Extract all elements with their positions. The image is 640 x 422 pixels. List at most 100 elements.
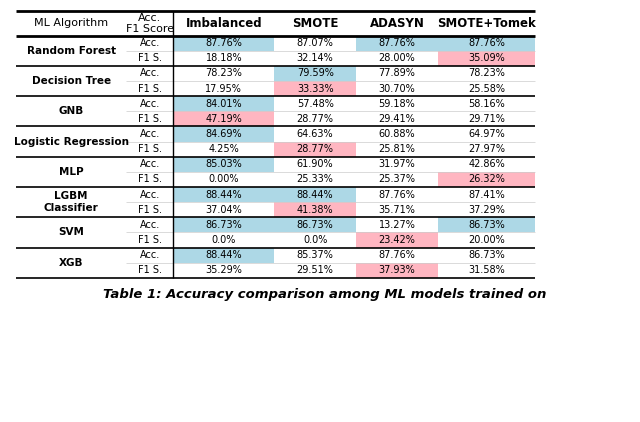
Text: Random Forest: Random Forest: [27, 46, 116, 56]
Text: 87.07%: 87.07%: [297, 38, 333, 48]
Text: 84.01%: 84.01%: [205, 99, 242, 109]
Text: 25.81%: 25.81%: [378, 144, 415, 154]
Text: SVM: SVM: [58, 227, 84, 238]
Text: F1 S.: F1 S.: [138, 235, 162, 245]
Text: 37.93%: 37.93%: [379, 265, 415, 275]
Text: 86.73%: 86.73%: [205, 220, 242, 230]
Text: 35.71%: 35.71%: [378, 205, 415, 215]
Bar: [274, 217, 356, 233]
Text: Imbalanced: Imbalanced: [186, 17, 262, 30]
Text: Acc.: Acc.: [140, 250, 160, 260]
Text: 25.58%: 25.58%: [468, 84, 505, 94]
Text: 42.86%: 42.86%: [468, 160, 505, 169]
Text: 85.37%: 85.37%: [297, 250, 333, 260]
Text: 28.77%: 28.77%: [296, 144, 333, 154]
Text: 17.95%: 17.95%: [205, 84, 243, 94]
Text: 18.18%: 18.18%: [205, 53, 242, 63]
Text: 87.41%: 87.41%: [468, 189, 505, 200]
Text: 87.76%: 87.76%: [205, 38, 243, 48]
Bar: [173, 157, 274, 172]
Bar: [438, 217, 536, 233]
Text: ADASYN: ADASYN: [369, 17, 424, 30]
Text: Acc.: Acc.: [140, 220, 160, 230]
Text: Decision Tree: Decision Tree: [31, 76, 111, 86]
Bar: [356, 233, 438, 248]
Text: Acc.: Acc.: [140, 189, 160, 200]
Text: 88.44%: 88.44%: [205, 189, 242, 200]
Text: 59.18%: 59.18%: [379, 99, 415, 109]
Text: 64.97%: 64.97%: [468, 129, 505, 139]
Text: 35.09%: 35.09%: [468, 53, 505, 63]
Text: GNB: GNB: [59, 106, 84, 116]
Text: 26.32%: 26.32%: [468, 174, 505, 184]
Text: 78.23%: 78.23%: [468, 68, 505, 78]
Text: Acc.
F1 Score: Acc. F1 Score: [126, 13, 174, 34]
Text: F1 S.: F1 S.: [138, 174, 162, 184]
Bar: [274, 66, 356, 81]
Text: SMOTE+Tomek: SMOTE+Tomek: [437, 17, 536, 30]
Text: 87.76%: 87.76%: [378, 189, 415, 200]
Text: F1 S.: F1 S.: [138, 114, 162, 124]
Text: F1 S.: F1 S.: [138, 53, 162, 63]
Text: 27.97%: 27.97%: [468, 144, 505, 154]
Bar: [173, 111, 274, 127]
Bar: [173, 127, 274, 142]
Text: 23.42%: 23.42%: [378, 235, 415, 245]
Text: 88.44%: 88.44%: [205, 250, 242, 260]
Text: 28.00%: 28.00%: [379, 53, 415, 63]
Text: F1 S.: F1 S.: [138, 205, 162, 215]
Bar: [438, 51, 536, 66]
Text: XGB: XGB: [59, 258, 83, 268]
Text: Acc.: Acc.: [140, 68, 160, 78]
Text: 29.41%: 29.41%: [379, 114, 415, 124]
Text: Acc.: Acc.: [140, 160, 160, 169]
Text: 0.0%: 0.0%: [303, 235, 327, 245]
Text: SMOTE: SMOTE: [292, 17, 339, 30]
Bar: [438, 172, 536, 187]
Text: 86.73%: 86.73%: [297, 220, 333, 230]
Text: 20.00%: 20.00%: [468, 235, 505, 245]
Text: Table 1: Accuracy comparison among ML models trained on: Table 1: Accuracy comparison among ML mo…: [103, 288, 547, 301]
Text: 29.71%: 29.71%: [468, 114, 505, 124]
Bar: [356, 263, 438, 278]
Text: F1 S.: F1 S.: [138, 265, 162, 275]
Text: F1 S.: F1 S.: [138, 84, 162, 94]
Text: 47.19%: 47.19%: [205, 114, 242, 124]
Text: F1 S.: F1 S.: [138, 144, 162, 154]
Text: ML Algorithm: ML Algorithm: [34, 19, 108, 28]
Bar: [173, 35, 274, 51]
Text: 25.33%: 25.33%: [297, 174, 333, 184]
Bar: [173, 217, 274, 233]
Text: 85.03%: 85.03%: [205, 160, 242, 169]
Text: LGBM
Classifier: LGBM Classifier: [44, 191, 99, 213]
Text: 32.14%: 32.14%: [297, 53, 333, 63]
Bar: [173, 248, 274, 263]
Text: 28.77%: 28.77%: [296, 114, 333, 124]
Bar: [356, 35, 438, 51]
Text: 30.70%: 30.70%: [379, 84, 415, 94]
Text: 84.69%: 84.69%: [205, 129, 242, 139]
Text: 60.88%: 60.88%: [379, 129, 415, 139]
Text: 41.38%: 41.38%: [297, 205, 333, 215]
Text: MLP: MLP: [59, 167, 84, 177]
Bar: [274, 187, 356, 202]
Text: 87.76%: 87.76%: [378, 250, 415, 260]
Text: 4.25%: 4.25%: [209, 144, 239, 154]
Text: Acc.: Acc.: [140, 99, 160, 109]
Text: 37.04%: 37.04%: [205, 205, 242, 215]
Text: 58.16%: 58.16%: [468, 99, 505, 109]
Bar: [274, 202, 356, 217]
Text: 37.29%: 37.29%: [468, 205, 505, 215]
Text: 25.37%: 25.37%: [378, 174, 415, 184]
Bar: [438, 35, 536, 51]
Text: 88.44%: 88.44%: [297, 189, 333, 200]
Text: Logistic Regression: Logistic Regression: [13, 137, 129, 146]
Text: 57.48%: 57.48%: [297, 99, 333, 109]
Bar: [274, 81, 356, 96]
Text: 64.63%: 64.63%: [297, 129, 333, 139]
Text: Acc.: Acc.: [140, 129, 160, 139]
Text: 87.76%: 87.76%: [468, 38, 505, 48]
Text: 35.29%: 35.29%: [205, 265, 243, 275]
Text: 77.89%: 77.89%: [378, 68, 415, 78]
Text: 31.58%: 31.58%: [468, 265, 505, 275]
